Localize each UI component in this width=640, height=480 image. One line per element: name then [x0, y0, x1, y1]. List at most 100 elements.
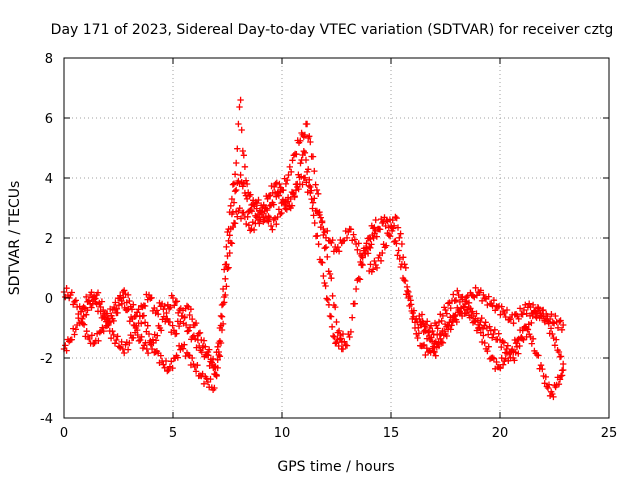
- data-point: [253, 205, 260, 212]
- data-point: [171, 302, 178, 309]
- data-point: [553, 336, 560, 343]
- data-point: [497, 311, 504, 318]
- data-point: [390, 222, 398, 229]
- data-point: [237, 171, 244, 179]
- data-point: [318, 258, 325, 266]
- data-point: [472, 284, 479, 291]
- data-point: [552, 312, 559, 320]
- data-point: [124, 346, 132, 353]
- data-point: [96, 301, 103, 308]
- data-point: [133, 322, 140, 330]
- data-point: [206, 346, 213, 353]
- data-point: [529, 312, 536, 320]
- data-point: [400, 276, 408, 284]
- data-point: [90, 296, 98, 303]
- data-point: [329, 236, 336, 244]
- data-point: [221, 299, 228, 306]
- data-point: [321, 245, 328, 252]
- data-point: [213, 372, 220, 380]
- data-point: [141, 319, 149, 326]
- data-point: [343, 342, 351, 349]
- data-point: [481, 294, 488, 302]
- data-point: [500, 339, 508, 346]
- data-point: [332, 340, 339, 347]
- x-tick-labels: 0 5 10 15 20 25: [60, 426, 617, 441]
- data-point: [217, 339, 225, 347]
- data-point: [440, 332, 447, 339]
- data-point: [498, 303, 505, 310]
- data-point: [230, 199, 238, 206]
- data-point: [266, 202, 273, 210]
- data-point: [99, 324, 106, 331]
- data-point: [327, 313, 335, 320]
- data-point: [542, 373, 549, 381]
- data-point: [463, 298, 470, 305]
- data-point: [335, 327, 343, 335]
- data-point: [311, 219, 318, 227]
- data-point: [124, 291, 132, 299]
- data-point: [293, 151, 300, 158]
- data-point: [316, 211, 323, 219]
- data-point: [490, 297, 498, 304]
- data-point: [240, 209, 247, 216]
- data-point: [447, 314, 454, 321]
- data-point: [324, 253, 331, 261]
- data-point: [88, 332, 96, 339]
- data-point: [179, 345, 187, 352]
- data-point: [235, 207, 242, 215]
- data-point: [228, 240, 236, 247]
- data-point: [267, 222, 275, 230]
- data-point: [192, 368, 200, 375]
- data-point: [83, 328, 90, 335]
- data-point: [430, 331, 437, 338]
- data-point: [448, 322, 455, 329]
- data-point: [309, 199, 317, 206]
- data-point: [235, 120, 242, 128]
- data-point: [88, 289, 95, 296]
- data-point: [403, 283, 411, 291]
- data-point: [227, 202, 234, 209]
- data-point: [207, 375, 214, 383]
- data-point: [315, 241, 322, 248]
- data-point: [545, 318, 552, 325]
- data-point: [147, 295, 154, 302]
- data-point: [68, 336, 75, 343]
- data-point: [324, 227, 331, 235]
- data-point: [287, 195, 294, 203]
- data-point: [385, 231, 392, 239]
- data-point: [560, 360, 567, 368]
- data-point: [173, 298, 181, 305]
- data-point: [532, 308, 539, 315]
- data-point: [273, 221, 280, 228]
- data-point: [396, 234, 403, 241]
- data-point: [223, 243, 230, 251]
- data-point: [189, 315, 196, 323]
- data-point: [514, 336, 521, 344]
- data-point: [333, 338, 340, 346]
- data-point: [140, 312, 147, 319]
- data-point: [560, 366, 567, 374]
- data-point: [288, 168, 295, 176]
- data-point: [489, 334, 496, 341]
- data-point: [297, 137, 304, 144]
- data-point: [226, 249, 233, 257]
- data-point: [468, 312, 475, 320]
- data-point: [510, 348, 517, 356]
- x-tick-label: 10: [274, 426, 291, 441]
- data-point: [200, 337, 208, 344]
- data-point: [176, 306, 183, 314]
- data-point: [329, 292, 336, 300]
- data-point: [244, 213, 251, 220]
- data-point: [395, 247, 402, 254]
- data-point: [358, 260, 365, 268]
- data-point: [528, 319, 535, 327]
- data-point: [509, 345, 516, 353]
- data-point: [346, 333, 353, 341]
- data-point: [419, 342, 426, 349]
- data-point: [555, 381, 563, 388]
- data-point: [109, 328, 116, 335]
- data-point: [334, 244, 341, 251]
- data-point: [160, 313, 167, 320]
- data-point: [256, 220, 263, 227]
- data-point: [533, 314, 540, 321]
